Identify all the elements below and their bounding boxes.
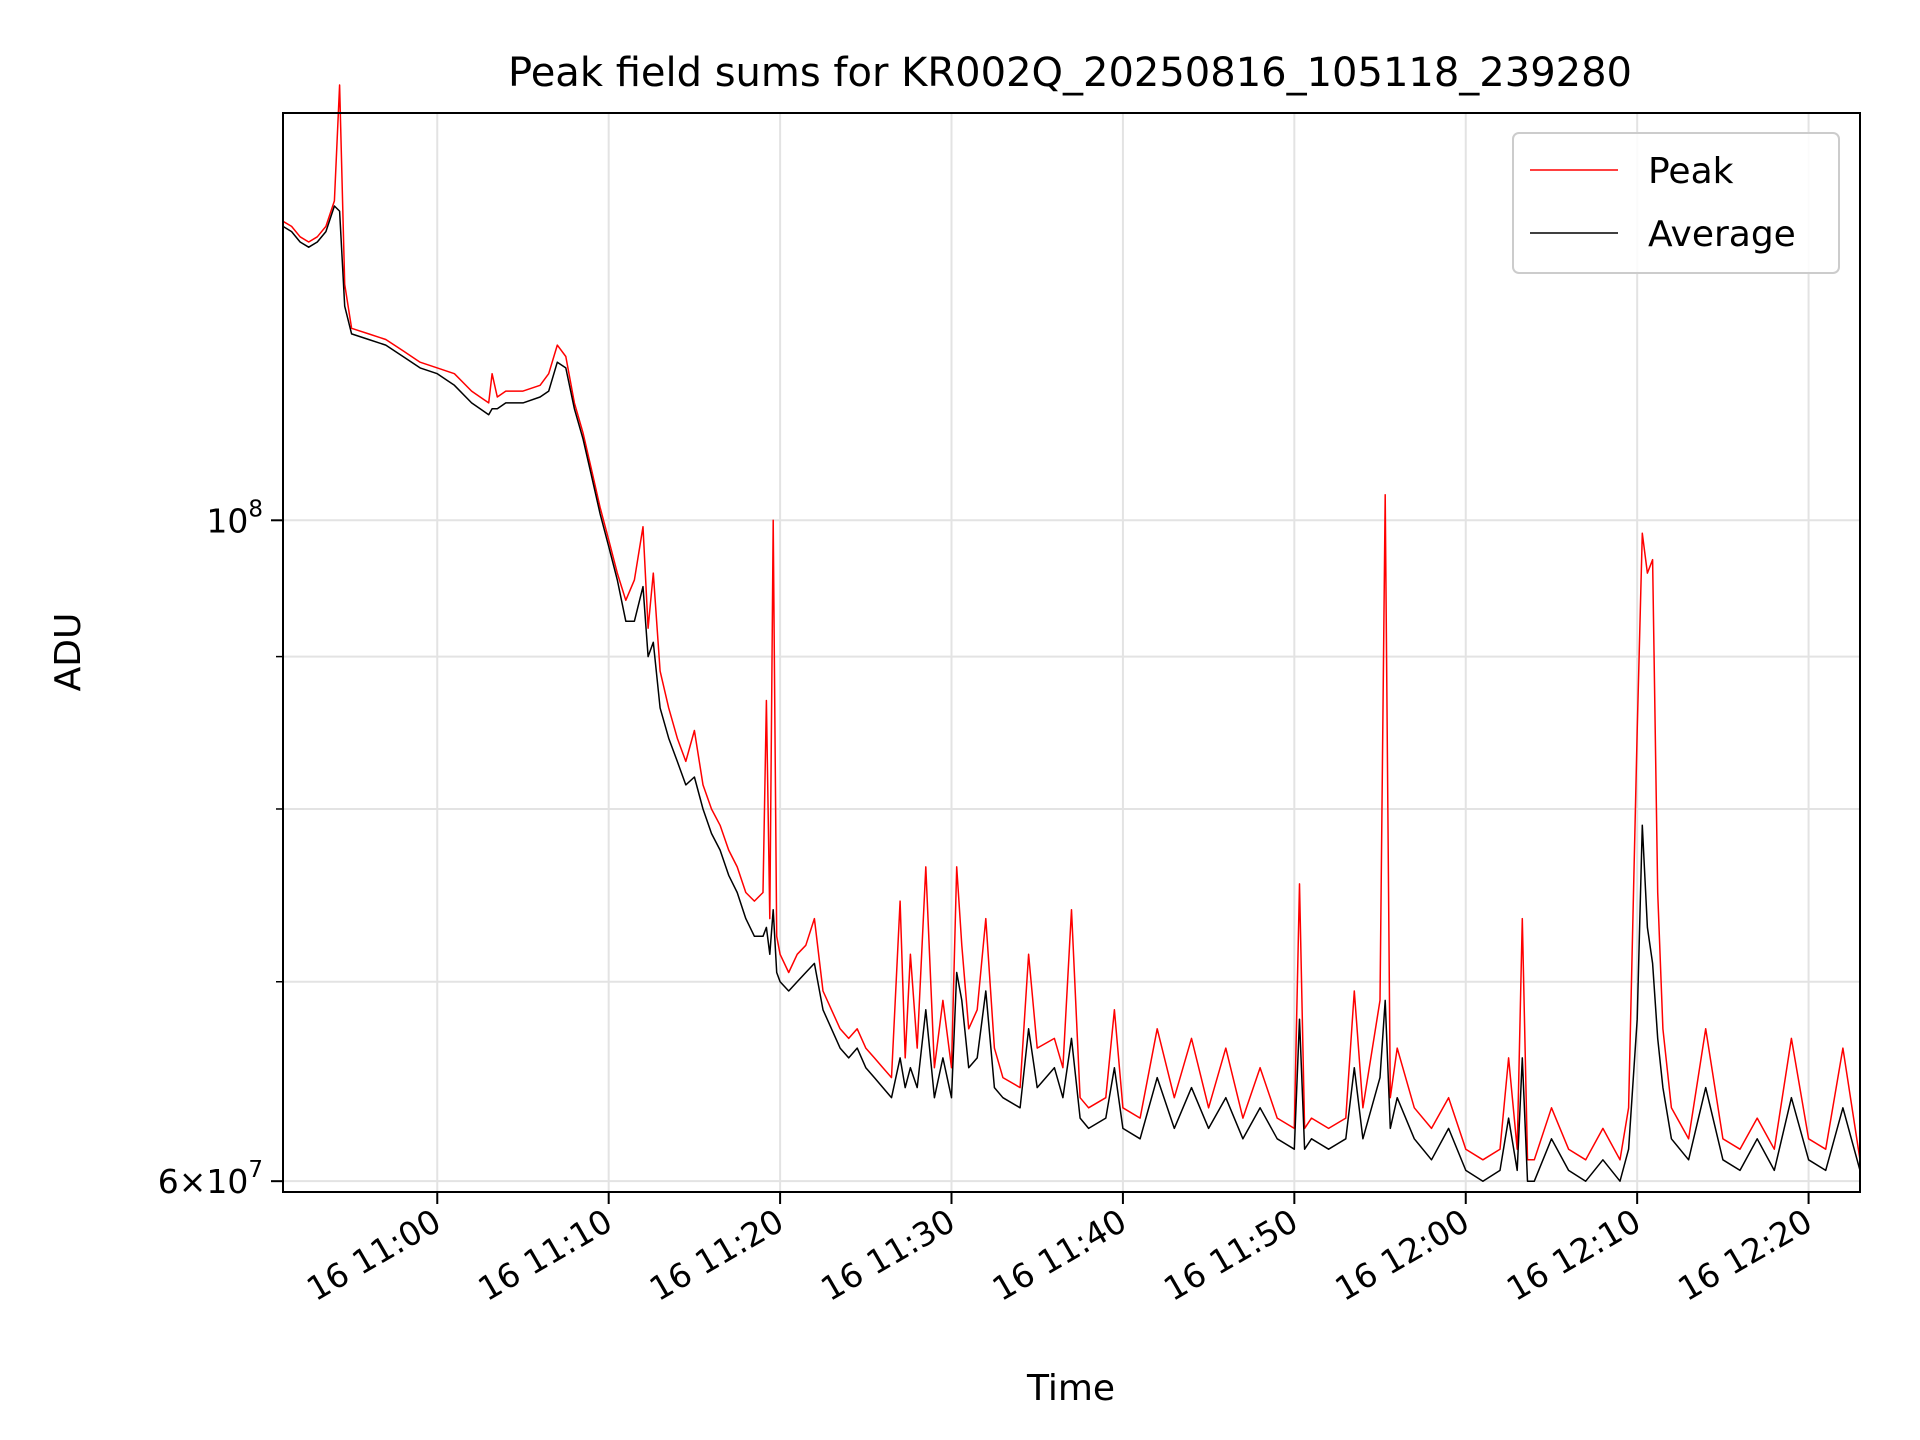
- legend-label-average: Average: [1648, 214, 1796, 255]
- plot-frame: [282, 112, 1861, 1193]
- series-line-average: [282, 205, 1861, 1182]
- legend-box: [1512, 132, 1840, 274]
- y-axis-label: ADU: [48, 613, 89, 692]
- x-axis-label: Time: [1026, 1368, 1115, 1409]
- y-tick-label: 6×107: [158, 1157, 263, 1201]
- series-lines: [282, 84, 1861, 1182]
- series-line-peak: [282, 84, 1861, 1161]
- y-tick-exponent: 7: [248, 1157, 263, 1183]
- y-tick-base: 10: [206, 501, 248, 540]
- chart-title: Peak field sums for KR002Q_20250816_1051…: [508, 50, 1632, 96]
- y-tick-label: 108: [206, 496, 263, 540]
- grid: [283, 113, 1860, 1192]
- y-tick-base: 6×10: [158, 1162, 249, 1201]
- legend-label-peak: Peak: [1648, 151, 1734, 192]
- legend: Peak Average: [1512, 132, 1840, 274]
- y-tick-exponent: 8: [248, 496, 263, 522]
- y-axis-ticks: 6×107 108: [158, 496, 283, 1201]
